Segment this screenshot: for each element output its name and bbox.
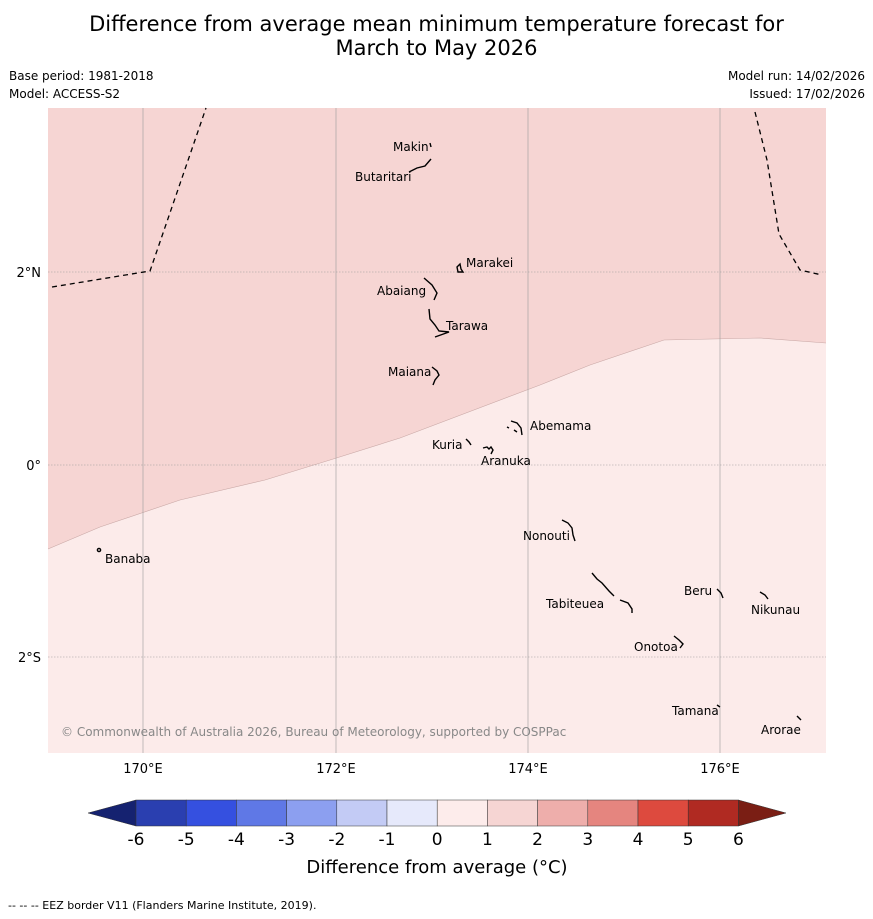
title-line-1: Difference from average mean minimum tem… bbox=[89, 12, 784, 36]
label-tamana: Tamana bbox=[671, 704, 719, 718]
island-abaiang bbox=[423, 277, 438, 301]
label-arorae: Arorae bbox=[761, 723, 801, 737]
lon-tick-174e: 174°E bbox=[508, 762, 548, 777]
island-nikunau bbox=[759, 591, 769, 600]
island-abemama bbox=[506, 420, 523, 436]
island-arorae bbox=[796, 715, 802, 721]
colorbar-segment bbox=[236, 799, 287, 827]
colorbar-segment bbox=[386, 799, 438, 827]
colorbar-tick-label: 6 bbox=[733, 830, 744, 850]
island-beru bbox=[716, 588, 724, 599]
title-line-2: March to May 2026 bbox=[335, 36, 538, 60]
label-tarawa: Tarawa bbox=[445, 319, 488, 333]
map-title: Difference from average mean minimum tem… bbox=[0, 12, 873, 60]
colorbar-segment bbox=[286, 799, 338, 827]
label-abaiang: Abaiang bbox=[377, 284, 426, 298]
colorbar-tick-label: 2 bbox=[532, 830, 543, 850]
colorbar-segment bbox=[537, 799, 589, 827]
label-nikunau: Nikunau bbox=[751, 603, 800, 617]
lon-tick-172e: 172°E bbox=[316, 762, 356, 777]
longitude-ticks: 170°E 172°E 174°E 176°E bbox=[123, 762, 740, 777]
label-tabiteuea: Tabiteuea bbox=[545, 597, 604, 611]
colorbar-segment bbox=[587, 799, 639, 827]
colorbar-tick-label: -1 bbox=[379, 830, 396, 850]
copyright-notice: © Commonwealth of Australia 2026, Bureau… bbox=[61, 725, 566, 739]
lat-tick-2s: 2°S bbox=[18, 651, 41, 666]
colorbar-segment bbox=[185, 799, 237, 827]
colorbar-tick-label: -3 bbox=[278, 830, 295, 850]
island-marakei bbox=[456, 262, 465, 273]
colorbar-tick-label: 5 bbox=[683, 830, 694, 850]
colorbar-segment bbox=[336, 799, 388, 827]
label-marakei: Marakei bbox=[466, 256, 513, 270]
label-abemama: Abemama bbox=[530, 419, 591, 433]
colorbar-segment bbox=[135, 799, 187, 827]
label-makin: Makin bbox=[393, 140, 429, 154]
colorbar: -6 -5 -4 -3 -2 -1 0 1 2 3 4 5 6 bbox=[87, 799, 787, 850]
eez-border-west bbox=[51, 107, 207, 288]
island-onotoa bbox=[673, 635, 684, 649]
colorbar-overflow-arrow bbox=[738, 799, 787, 827]
meta-left: Base period: 1981-2018 Model: ACCESS-S2 bbox=[9, 67, 154, 103]
lat-tick-0: 0° bbox=[26, 459, 41, 474]
eez-borders bbox=[51, 107, 823, 288]
meta-right: Model run: 14/02/2026 Issued: 17/02/2026 bbox=[728, 67, 865, 103]
colorbar-underflow-arrow bbox=[87, 799, 137, 827]
label-onotoa: Onotoa bbox=[634, 640, 678, 654]
label-aranuka: Aranuka bbox=[481, 454, 531, 468]
eez-border-east bbox=[754, 111, 823, 276]
label-kuria: Kuria bbox=[432, 438, 463, 452]
island-kuria bbox=[465, 438, 472, 446]
lat-tick-2n: 2°N bbox=[17, 266, 42, 281]
eez-legend-note: -- -- -- EEZ border V11 (Flanders Marine… bbox=[8, 899, 317, 912]
colorbar-tick-label: -6 bbox=[128, 830, 145, 850]
colorbar-segment bbox=[436, 799, 488, 827]
colorbar-segment bbox=[487, 799, 538, 827]
island-tabiteuea bbox=[591, 572, 633, 613]
colorbar-tick-label: -2 bbox=[328, 830, 345, 850]
island-tarawa bbox=[428, 308, 450, 338]
island-tamana bbox=[716, 704, 721, 708]
colorbar-tick-label: 3 bbox=[582, 830, 593, 850]
label-nonouti: Nonouti bbox=[523, 529, 570, 543]
island-aranuka bbox=[482, 445, 494, 455]
model-name: Model: ACCESS-S2 bbox=[9, 87, 121, 101]
lon-tick-170e: 170°E bbox=[123, 762, 163, 777]
colorbar-title: Difference from average (°C) bbox=[306, 857, 567, 878]
label-maiana: Maiana bbox=[388, 365, 431, 379]
island-butaritari bbox=[408, 158, 432, 173]
colorbar-tick-label: -5 bbox=[178, 830, 195, 850]
latitude-ticks: 2°N 0° 2°S bbox=[17, 266, 42, 666]
base-period: Base period: 1981-2018 bbox=[9, 69, 154, 83]
label-beru: Beru bbox=[684, 584, 712, 598]
colorbar-tick-label: 0 bbox=[432, 830, 443, 850]
lon-tick-176e: 176°E bbox=[700, 762, 740, 777]
label-butaritari: Butaritari bbox=[355, 170, 412, 184]
island-maiana bbox=[431, 366, 440, 386]
label-banaba: Banaba bbox=[105, 552, 151, 566]
colorbar-tick-label: 1 bbox=[482, 830, 493, 850]
island-makin bbox=[429, 142, 432, 148]
model-run: Model run: 14/02/2026 bbox=[727, 69, 865, 83]
colorbar-segment bbox=[687, 799, 739, 827]
island-nonouti bbox=[561, 519, 576, 542]
island-labels: Makin Butaritari Marakei Abaiang Tarawa … bbox=[105, 140, 801, 737]
island-banaba bbox=[96, 547, 102, 553]
colorbar-tick-label: -4 bbox=[228, 830, 245, 850]
contour-line-1 bbox=[47, 337, 827, 550]
issued-date: Issued: 17/02/2026 bbox=[749, 87, 865, 101]
island-outlines bbox=[96, 142, 802, 721]
graticule bbox=[48, 108, 826, 753]
colorbar-segment bbox=[637, 799, 689, 827]
colorbar-tick-label: 4 bbox=[633, 830, 644, 850]
